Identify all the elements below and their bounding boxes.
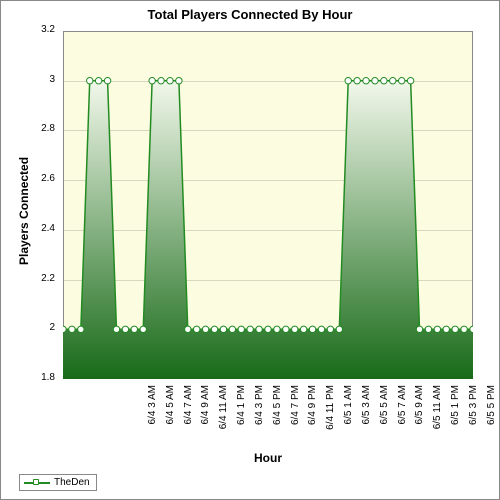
chart-card: Total Players Connected By Hour 1.822.22…: [0, 0, 500, 500]
x-axis-label: Hour: [63, 451, 473, 465]
legend-label: TheDen: [54, 477, 90, 488]
legend: TheDen: [19, 474, 97, 491]
y-axis-label: Players Connected: [17, 157, 31, 265]
chart-title: Total Players Connected By Hour: [1, 1, 499, 22]
legend-symbol: [24, 478, 50, 488]
series-svg: [63, 31, 473, 379]
